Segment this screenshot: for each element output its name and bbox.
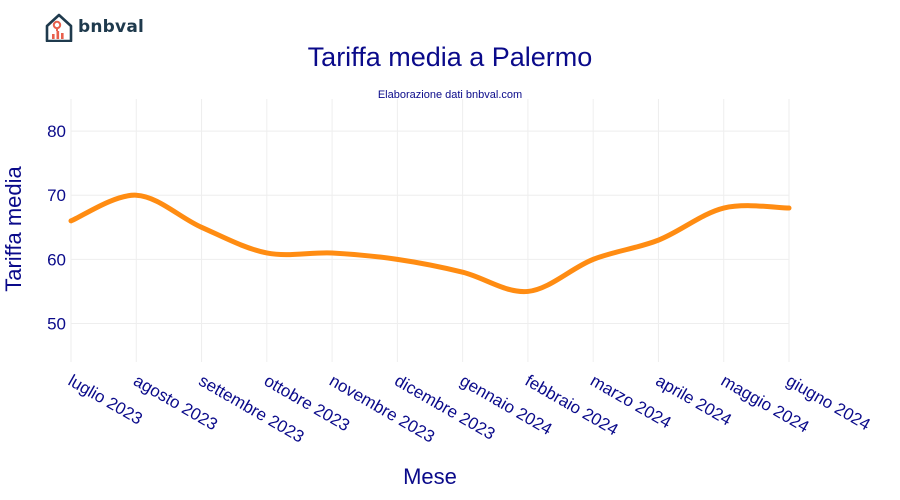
- grid-lines: [70, 99, 790, 362]
- y-tick-label: 60: [47, 250, 66, 269]
- chart-title: Tariffa media a Palermo: [307, 42, 593, 72]
- x-tick-label: luglio 2023: [65, 371, 146, 429]
- brand-logo: bnbval: [44, 12, 144, 42]
- x-axis-title: Mese: [403, 464, 457, 489]
- brand-name: bnbval: [78, 17, 145, 37]
- y-tick-label: 50: [47, 315, 66, 334]
- y-tick-label: 70: [47, 186, 66, 205]
- series-line: [68, 192, 792, 295]
- y-axis-title: Tariffa media: [1, 165, 26, 291]
- y-tick-label: 80: [47, 122, 66, 141]
- chart-subtitle: Elaborazione dati bnbval.com: [377, 89, 523, 101]
- house-chart-icon: [45, 13, 73, 42]
- y-axis-ticks: 50 60 70 80: [47, 122, 66, 333]
